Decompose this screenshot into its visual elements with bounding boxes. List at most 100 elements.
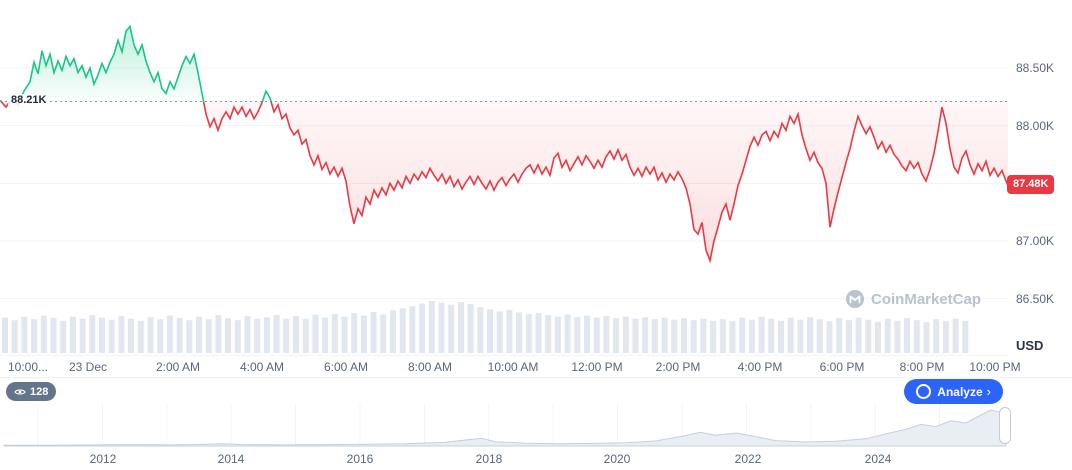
- volume-bar: [603, 316, 610, 353]
- price-line-up: [0, 24, 272, 102]
- timeline-brush-handle[interactable]: [999, 407, 1011, 444]
- volume-bar: [496, 311, 503, 353]
- volume-bar: [642, 317, 649, 353]
- volume-bar: [118, 316, 125, 353]
- volume-bars: [2, 301, 969, 353]
- volume-bar: [166, 315, 173, 353]
- volume-bar: [933, 319, 940, 353]
- volume-bar: [962, 320, 969, 353]
- open-price-label: 88.21K: [8, 94, 50, 106]
- volume-bar: [215, 315, 222, 353]
- volume-bar: [380, 314, 387, 353]
- volume-bar: [157, 319, 164, 353]
- volume-bar: [390, 310, 396, 353]
- volume-bar: [283, 318, 290, 353]
- volume-bar: [719, 319, 726, 353]
- volume-bar: [419, 303, 426, 353]
- volume-bar: [671, 319, 678, 353]
- volume-bar: [942, 321, 949, 353]
- volume-bar: [855, 317, 862, 353]
- volume-bar: [11, 320, 18, 353]
- year-label: 2022: [734, 452, 762, 466]
- y-axis-label: 88.00K: [1016, 118, 1055, 133]
- x-axis-label: 8:00 PM: [899, 360, 945, 374]
- volume-bar: [729, 321, 736, 353]
- volume-bar: [700, 318, 707, 353]
- volume-bar: [360, 315, 367, 353]
- watching-count-badge: 128: [6, 382, 57, 401]
- y-axis-label: 87.00K: [1016, 233, 1055, 248]
- analyze-button[interactable]: Analyze ›: [904, 379, 1003, 404]
- volume-bar: [875, 321, 881, 353]
- volume-bar: [894, 320, 901, 353]
- volume-bar: [273, 315, 280, 353]
- volume-bar: [826, 321, 833, 353]
- volume-bar: [622, 316, 629, 353]
- analyze-icon: [916, 384, 932, 399]
- volume-bar: [302, 318, 309, 353]
- volume-bar: [322, 317, 329, 353]
- volume-bar: [816, 319, 823, 353]
- volume-bar: [787, 317, 794, 353]
- x-axis-label: 6:00 AM: [323, 360, 369, 374]
- volume-bar: [409, 306, 416, 353]
- volume-bar: [632, 318, 639, 353]
- volume-bar: [50, 318, 57, 353]
- price-line-down: [0, 101, 1009, 264]
- x-axis-label: 10:00 AM: [487, 360, 539, 374]
- eye-icon: [14, 389, 26, 394]
- volume-bar: [690, 320, 697, 353]
- volume-bar: [768, 318, 775, 353]
- x-axis-label: 4:00 PM: [737, 360, 783, 374]
- volume-bar: [778, 320, 784, 353]
- year-label: 2024: [864, 452, 892, 466]
- volume-bar: [593, 317, 600, 353]
- x-axis-label: 10:00 PM: [969, 360, 1021, 374]
- volume-bar: [99, 317, 105, 353]
- volume-bar: [574, 317, 581, 353]
- x-axis-label: 2:00 AM: [155, 360, 201, 374]
- x-axis-label: 23 Dec: [68, 360, 108, 374]
- history-area: [3, 409, 1007, 447]
- x-axis-label: 6:00 PM: [819, 360, 865, 374]
- price-chart[interactable]: [0, 0, 1010, 356]
- volume-bar: [108, 319, 115, 353]
- currency-label: USD: [1016, 338, 1044, 353]
- volume-bar: [836, 318, 843, 353]
- volume-bar: [525, 314, 532, 353]
- volume-bar: [244, 316, 251, 353]
- timeline-mini-chart[interactable]: [0, 404, 1010, 448]
- volume-bar: [2, 317, 8, 353]
- volume-bar: [196, 316, 202, 353]
- volume-bar: [913, 320, 920, 353]
- volume-bar: [748, 319, 755, 353]
- volume-bar: [31, 319, 38, 353]
- x-axis-label: 12:00 PM: [571, 360, 623, 374]
- year-label: 2018: [475, 452, 503, 466]
- volume-bar: [554, 316, 561, 353]
- watching-count: 128: [30, 385, 49, 398]
- watermark: CoinMarketCap: [845, 289, 981, 309]
- volume-bar: [399, 308, 406, 353]
- volume-bar: [564, 314, 571, 353]
- volume-bar: [69, 316, 76, 353]
- volume-bar: [351, 312, 358, 353]
- volume-bar: [205, 319, 212, 353]
- volume-bar: [516, 312, 523, 353]
- volume-bar: [457, 302, 464, 353]
- year-label: 2016: [346, 452, 374, 466]
- volume-bar: [40, 315, 47, 353]
- volume-bar: [807, 317, 814, 353]
- volume-bar: [865, 319, 872, 353]
- y-axis-label: 86.50K: [1016, 291, 1055, 306]
- volume-bar: [884, 318, 891, 353]
- volume-bar: [535, 312, 542, 353]
- volume-bar: [225, 318, 232, 353]
- x-axis-label: 8:00 AM: [407, 360, 453, 374]
- chevron-right-icon: ›: [986, 384, 991, 399]
- volume-bar: [176, 318, 183, 353]
- price-area-up: [0, 26, 1008, 102]
- volume-bar: [584, 315, 590, 353]
- x-axis-label: 2:00 PM: [655, 360, 701, 374]
- volume-bar: [739, 317, 746, 353]
